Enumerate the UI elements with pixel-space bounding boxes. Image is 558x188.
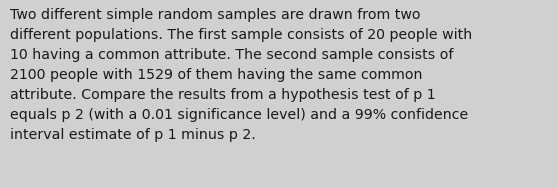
Text: Two different simple random samples are drawn from two
different populations. Th: Two different simple random samples are …	[10, 8, 472, 142]
